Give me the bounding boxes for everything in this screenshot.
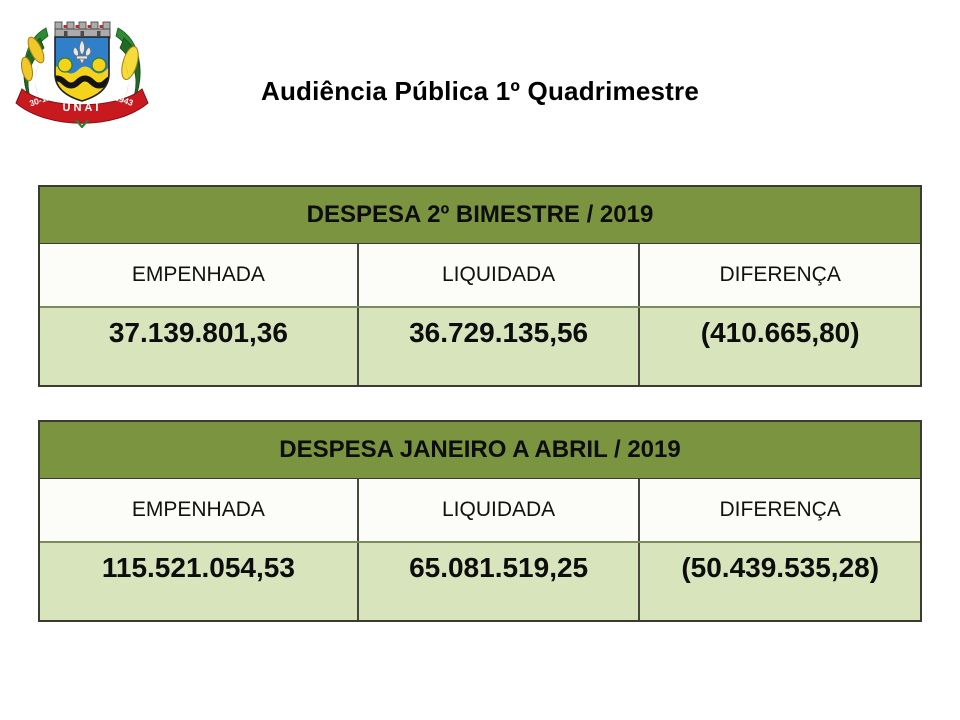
table-data-row: 115.521.054,53 65.081.519,25 (50.439.535… (40, 543, 920, 620)
column-header-liquidada: LIQUIDADA (356, 479, 639, 541)
column-header-diferenca: DIFERENÇA (638, 479, 920, 541)
ribbon: UNAÍ 30-12 1943 (15, 88, 149, 128)
ribbon-text-center: UNAÍ (63, 101, 102, 114)
table-data-row: 37.139.801,36 36.729.135,56 (410.665,80) (40, 308, 920, 385)
page-title: Audiência Pública 1º Quadrimestre (260, 76, 699, 106)
expense-table-janeiro-abril: DESPESA JANEIRO A ABRIL / 2019 EMPENHADA… (38, 420, 922, 622)
table-header-row: EMPENHADA LIQUIDADA DIFERENÇA (40, 244, 920, 308)
table-header-row: EMPENHADA LIQUIDADA DIFERENÇA (40, 479, 920, 543)
mural-crown (54, 21, 111, 39)
shield-outline (54, 36, 110, 102)
value-diferenca: (50.439.535,28) (638, 543, 920, 620)
column-header-diferenca: DIFERENÇA (638, 244, 920, 306)
column-header-liquidada: LIQUIDADA (356, 244, 639, 306)
value-empenhada: 115.521.054,53 (101, 552, 295, 583)
unai-coat-of-arms: UNAÍ 30-12 1943 (15, 21, 149, 128)
table-title: DESPESA 2º BIMESTRE / 2019 (40, 187, 920, 244)
value-empenhada: 37.139.801,36 (108, 317, 288, 348)
column-header-empenhada: EMPENHADA (131, 263, 265, 286)
column-header-empenhada: EMPENHADA (131, 498, 265, 521)
ribbon-sprig (75, 119, 89, 128)
value-diferenca: (410.665,80) (638, 308, 920, 385)
fleur-de-lis-icon (72, 39, 92, 65)
value-liquidada: 36.729.135,56 (356, 308, 639, 385)
value-liquidada: 65.081.519,25 (356, 543, 639, 620)
expense-table-bimestre: DESPESA 2º BIMESTRE / 2019 EMPENHADA LIQ… (38, 185, 922, 387)
table-title: DESPESA JANEIRO A ABRIL / 2019 (40, 422, 920, 479)
